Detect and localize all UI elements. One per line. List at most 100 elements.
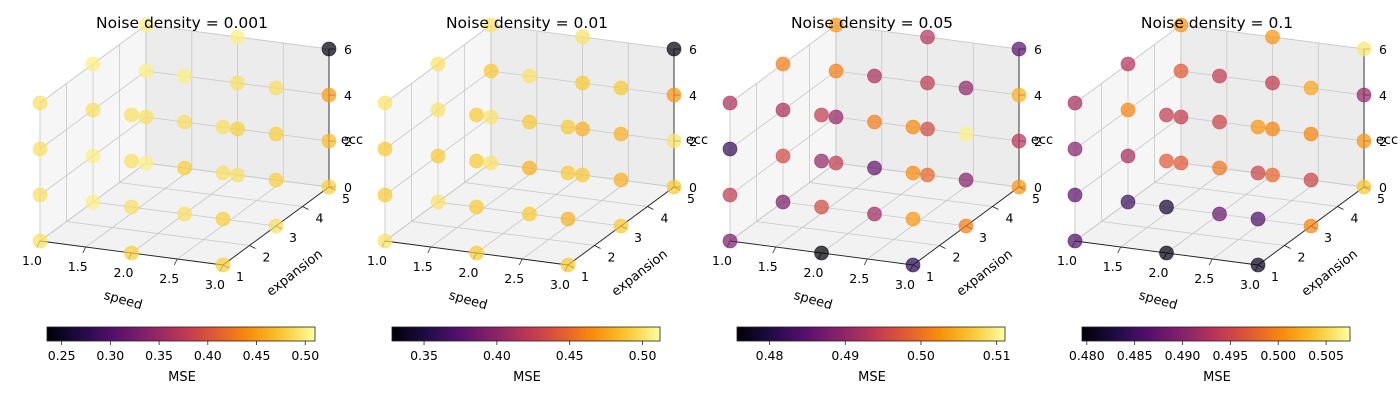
data-point (32, 187, 48, 203)
z-tick-label: 4 (344, 88, 352, 103)
data-point (575, 75, 590, 91)
data-point (469, 245, 484, 261)
data-point (1303, 126, 1319, 142)
y-tick (249, 245, 256, 249)
data-point (138, 63, 154, 79)
data-point (560, 165, 576, 181)
colorbar-tick-label: 0.495 (1212, 348, 1248, 363)
x-axis-label: speed (447, 288, 489, 313)
y-axis-label: expansion (264, 247, 326, 300)
data-point (1159, 199, 1174, 215)
data-point (1265, 75, 1280, 91)
data-point (32, 95, 48, 111)
data-point (1173, 17, 1189, 33)
colorbar-label: MSE (1203, 370, 1231, 385)
x-axis-label: speed (1137, 288, 1179, 313)
colorbar-label: MSE (513, 370, 541, 385)
data-point (522, 206, 537, 222)
colorbar-tick-label: 0.51 (983, 348, 1011, 363)
z-axis-label: ecc (686, 133, 708, 148)
y-tick-label: 3 (634, 230, 642, 245)
data-point (958, 80, 974, 96)
data-point (321, 41, 337, 57)
x-axis-label: speed (792, 288, 834, 313)
y-tick-label: 2 (608, 250, 616, 265)
x-tick-label: 2.0 (459, 265, 479, 280)
x-tick (173, 258, 178, 266)
data-point (469, 153, 484, 169)
data-point (814, 245, 829, 261)
data-point (177, 160, 192, 176)
colorbar-tick-label: 0.480 (1069, 348, 1105, 363)
data-point (85, 148, 101, 164)
y-tick (939, 245, 946, 249)
x-tick-label: 1.5 (68, 259, 88, 274)
y-tick-label: 3 (979, 230, 987, 245)
x-tick-label: 1.0 (1057, 253, 1077, 268)
data-point (1356, 179, 1372, 195)
chart-title: Noise density = 0.05 (791, 14, 953, 32)
colorbar-label: MSE (858, 370, 886, 385)
data-point (828, 155, 844, 171)
data-point (722, 95, 738, 111)
chart-title: Noise density = 0.1 (1141, 14, 1293, 32)
data-point (814, 199, 829, 215)
data-point (215, 119, 231, 135)
data-point (613, 218, 629, 234)
data-point (1067, 187, 1083, 203)
y-tick-label: 1 (236, 269, 244, 284)
colorbar-tick-label: 0.505 (1308, 348, 1344, 363)
chart-title: Noise density = 0.01 (446, 14, 608, 32)
z-tick-label: 0 (1379, 180, 1387, 195)
data-point (575, 167, 590, 183)
x-tick-label: 3.0 (550, 277, 570, 292)
scatter-points (1067, 17, 1372, 273)
data-point (775, 102, 791, 118)
data-point (1212, 160, 1227, 176)
y-tick-label: 4 (1006, 211, 1014, 226)
z-tick-label: 6 (1034, 42, 1042, 57)
data-point (1120, 56, 1136, 72)
colorbar-tick-label: 0.50 (907, 348, 935, 363)
data-point (722, 187, 738, 203)
colorbar (391, 326, 661, 342)
data-point (828, 63, 844, 79)
z-tick-label: 4 (1379, 88, 1387, 103)
data-point (1212, 114, 1227, 130)
x-tick (1117, 246, 1122, 254)
y-tick-label: 2 (263, 250, 271, 265)
data-point (85, 194, 101, 210)
y-tick (992, 206, 999, 210)
x-tick-label: 1.0 (22, 253, 42, 268)
data-point (230, 75, 245, 91)
y-tick-label: 4 (316, 211, 324, 226)
data-point (722, 233, 738, 249)
data-point (483, 155, 499, 171)
x-tick-label: 1.0 (712, 253, 732, 268)
data-point (1011, 179, 1027, 195)
data-point (85, 102, 101, 118)
data-point (920, 121, 935, 137)
data-point (814, 107, 829, 123)
data-point (666, 41, 682, 57)
y-tick (302, 206, 309, 210)
data-point (124, 153, 139, 169)
colorbar (736, 326, 1006, 342)
data-point (1067, 141, 1083, 157)
x-tick-label: 2.0 (1149, 265, 1169, 280)
data-point (1250, 257, 1266, 273)
data-point (1250, 211, 1266, 227)
y-tick-label: 1 (926, 269, 934, 284)
x-tick-label: 2.0 (804, 265, 824, 280)
subplot-2: 1.0 1.5 2.0 2.5 3.0 1 2 3 4 50 2 4 6 0.48 0.49 0.50 0.51… (712, 14, 1053, 385)
x-tick (772, 246, 777, 254)
subplot-body: 1.0 1.5 2.0 2.5 3.0 1 2 3 4 50 2 4 6 0.48 0.49 0.50 0.51 (712, 17, 1042, 363)
y-tick-label: 5 (687, 191, 695, 206)
y-tick (1284, 245, 1291, 249)
subplot-1: 1.0 1.5 2.0 2.5 3.0 1 2 3 4 50 2 4 6 0.35 0.40 0.45 0.50… (367, 14, 708, 385)
colorbar-tick-label: 0.25 (48, 348, 76, 363)
data-point (1067, 95, 1083, 111)
data-point (230, 167, 245, 183)
